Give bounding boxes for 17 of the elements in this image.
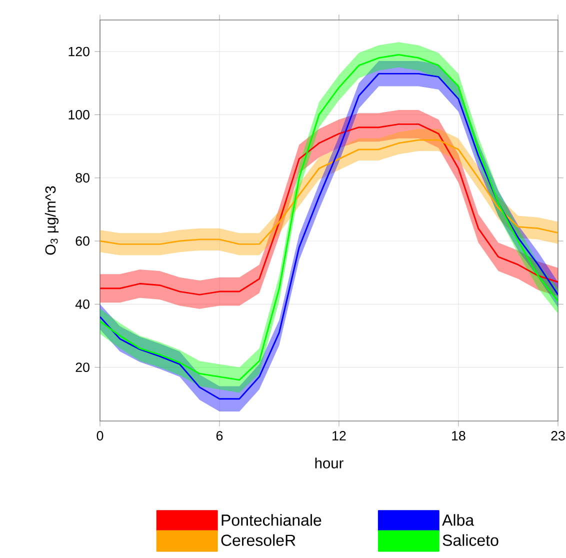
y-tick-label: 60: [76, 236, 90, 246]
x-tick-label: 12: [332, 431, 346, 440]
x-tick-label: 0: [96, 431, 104, 440]
legend-label: Saliceto: [442, 534, 498, 546]
y-tick-label: 40: [75, 299, 90, 309]
legend-label: CeresoleR: [221, 534, 296, 546]
x-tick-label: 6: [216, 431, 223, 440]
legend-label: Pontechianale: [222, 514, 322, 526]
y-tick-label: 20: [76, 362, 90, 372]
x-axis-title: hour: [315, 458, 344, 468]
y-tick-label: 80: [76, 173, 90, 183]
y-axis-title: O$_{3}$ µg/m^3: [44, 186, 59, 255]
x-tick-label: 23: [551, 431, 565, 440]
y-tick-label: 120: [68, 46, 90, 56]
y-tick-label: 100: [68, 110, 90, 120]
x-tick-label: 18: [452, 431, 466, 440]
legend-label: Alba: [442, 514, 474, 526]
